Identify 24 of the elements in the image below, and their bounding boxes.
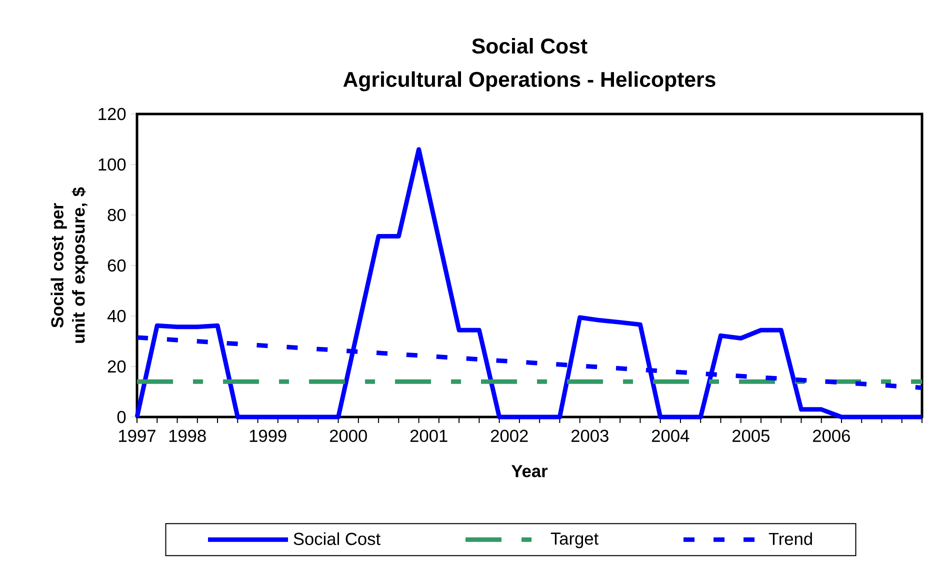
y-tick-label: 0 [117,410,126,424]
legend-label: Target [550,532,598,548]
y-axis-title: Social cost per unit of exposure, $ [50,187,88,343]
y-tick-label: 20 [108,360,126,373]
x-tick-label: 2000 [330,430,367,442]
x-tick-label: 2003 [571,430,608,442]
x-tick-label: 2002 [490,430,528,442]
legend-label: Trend [768,532,812,546]
x-tick-label: 2005 [732,430,770,442]
y-tick-label: 60 [108,259,126,272]
chart-title: Social Cost [472,38,588,54]
x-tick-label: 1998 [169,430,206,442]
x-tick-label: 2006 [813,430,850,442]
x-tick-label: 1999 [250,430,286,442]
y-tick-label: 120 [98,108,126,120]
x-tick-label: 1997 [119,430,156,442]
x-axis-title: Year [511,465,548,478]
legend-label: Social Cost [294,532,380,546]
x-tick-label: 2004 [652,430,690,442]
y-tick-label: 100 [98,158,126,171]
chart-subtitle: Agricultural Operations - Helicopters [343,71,716,92]
x-tick-label: 2001 [410,430,448,442]
y-tick-label: 80 [108,208,126,222]
y-tick-label: 40 [107,310,126,322]
